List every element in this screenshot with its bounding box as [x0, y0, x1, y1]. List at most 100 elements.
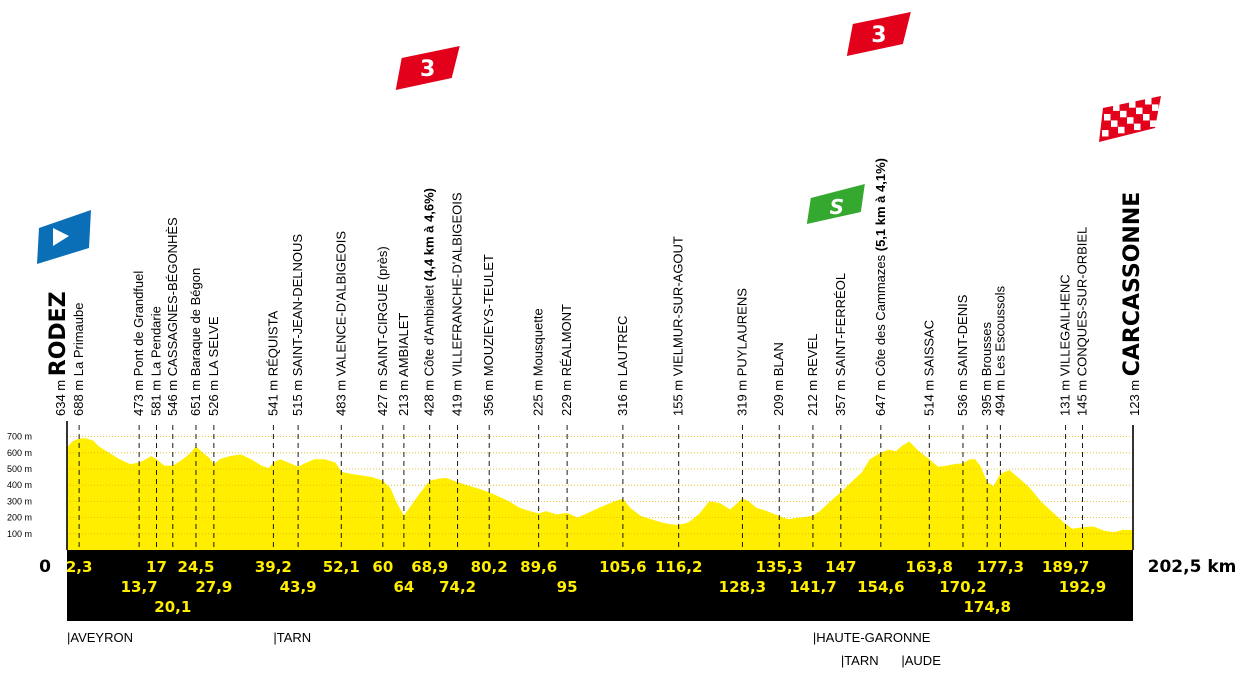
km-marker-label: 43,9	[280, 578, 317, 596]
waypoint-name: RÉALMONT	[559, 304, 574, 376]
checker-square	[1134, 123, 1141, 131]
waypoint-name: VILLEFRANCHE-D'ALBIGEOIS	[450, 192, 465, 376]
km-marker-label: 89,6	[520, 558, 557, 576]
waypoint-label: 419 m VILLEFRANCHE-D'ALBIGEOIS	[450, 192, 465, 416]
waypoint-name: VIELMUR-SUR-AGOUT	[671, 236, 686, 376]
checker-square	[1145, 98, 1152, 105]
waypoint-name: RÉQUISTA	[265, 310, 280, 376]
waypoint-label: 651 m Baraque de Bégon	[188, 268, 203, 416]
waypoint-label: 357 m SAINT-FERRÉOL	[833, 273, 848, 416]
km-band	[67, 550, 1133, 621]
km-marker-label: 52,1	[323, 558, 360, 576]
waypoint-label: 546 m CASSAGNES-BÉGONHÈS	[165, 217, 180, 416]
waypoint-label: 123 m CARCASSONNE	[1120, 192, 1145, 416]
waypoint-altitude: 515 m	[290, 376, 305, 416]
km-marker-label: 2,3	[66, 558, 93, 576]
waypoint-altitude: 319 m	[734, 376, 749, 416]
sprint-label: S	[830, 195, 844, 219]
waypoint-name: REVEL	[805, 334, 820, 377]
checker-square	[1102, 130, 1109, 137]
checker-square	[1111, 120, 1118, 127]
waypoint-label: 483 m VALENCE-D'ALBIGEOIS	[333, 231, 348, 416]
km-marker-label: 135,3	[756, 558, 803, 576]
waypoint-altitude: 213 m	[396, 377, 411, 416]
waypoint-name: VALENCE-D'ALBIGEOIS	[333, 231, 348, 377]
waypoint-name: La Pendarie	[149, 306, 164, 376]
climb-category-badge	[846, 12, 911, 56]
waypoint-altitude: 427 m	[375, 376, 390, 416]
waypoint-name: Les Escoussols	[992, 285, 1007, 376]
region-label: |TARN	[841, 653, 879, 668]
waypoint-altitude: 536 m	[955, 376, 970, 416]
checker-square	[1118, 126, 1125, 134]
km-marker-label: 39,2	[255, 558, 292, 576]
km-marker-label: 74,2	[439, 578, 476, 596]
waypoint-label: 536 m SAINT-DENIS	[955, 294, 970, 416]
waypoint-name: VILLEGAILHENC	[1058, 274, 1073, 376]
profile-area	[67, 438, 1133, 550]
waypoint-altitude: 473 m	[131, 376, 146, 416]
y-tick-label: 600 m	[7, 448, 32, 458]
y-tick-label: 700 m	[7, 432, 32, 442]
waypoint-altitude: 212 m	[805, 376, 820, 416]
waypoint-altitude: 356 m	[481, 376, 496, 416]
waypoint-label: 395 m Brousses	[979, 322, 994, 416]
region-label: |AUDE	[901, 653, 941, 668]
waypoint-altitude: 546 m	[165, 376, 180, 416]
km-marker-label: 17	[146, 558, 167, 576]
waypoint-label: 515 m SAINT-JEAN-DELNOUS	[290, 234, 305, 416]
waypoint-label: 229 m RÉALMONT	[559, 304, 574, 416]
waypoint-altitude: 316 m	[615, 376, 630, 416]
waypoint-altitude: 229 m	[559, 376, 574, 416]
sprint-badge-icon	[806, 184, 865, 224]
waypoint-altitude: 395 m	[979, 376, 994, 416]
waypoint-label: 581 m La Pendarie	[149, 306, 164, 416]
waypoint-label: 473 m Pont de Grandfuel	[131, 271, 146, 416]
waypoint-name: Pont de Grandfuel	[131, 271, 146, 377]
waypoint-label: 209 m BLAN	[771, 342, 786, 416]
checker-square	[1120, 110, 1127, 118]
start-km-label: 0	[39, 557, 51, 577]
waypoint-label: 131 m VILLEGAILHENC	[1058, 274, 1073, 416]
km-marker-label: 170,2	[939, 578, 986, 596]
waypoint-label: 145 m CONQUES-SUR-ORBIEL	[1075, 227, 1090, 416]
checker-square	[1113, 104, 1120, 111]
km-marker-label: 128,3	[719, 578, 766, 596]
y-tick-label: 400 m	[7, 480, 32, 490]
waypoint-label: 647 m Côte des Cammazes (5,1 km à 4,1%)	[873, 158, 888, 416]
km-marker-label: 189,7	[1042, 558, 1089, 576]
waypoint-altitude: 123 m	[1127, 376, 1142, 416]
waypoint-label: 428 m Côte d'Ambialet (4,4 km à 4,6%)	[422, 188, 437, 416]
waypoint-name: AMBIALET	[396, 313, 411, 377]
waypoint-label: 213 m AMBIALET	[396, 313, 411, 416]
waypoint-label: 319 m PUYLAURENS	[734, 288, 749, 416]
waypoint-name: SAINT-JEAN-DELNOUS	[290, 234, 305, 377]
waypoint-altitude: 526 m	[206, 376, 221, 416]
km-marker-label: 163,8	[906, 558, 953, 576]
climb-category-badge	[395, 46, 460, 90]
checker-square	[1150, 120, 1157, 127]
km-marker-label: 105,6	[599, 558, 646, 576]
waypoint-name: PUYLAURENS	[734, 288, 749, 376]
waypoint-label: 155 m VIELMUR-SUR-AGOUT	[671, 236, 686, 416]
checker-square	[1104, 114, 1111, 121]
climb-category-label: 3	[420, 57, 435, 82]
climb-detail: (4,4 km à 4,6%)	[422, 188, 437, 285]
checker-square	[1127, 117, 1134, 124]
checker-square	[1129, 101, 1136, 108]
climb-detail: (5,1 km à 4,1%)	[873, 158, 888, 255]
km-marker-label: 95	[557, 578, 578, 596]
waypoint-altitude: 494 m	[992, 376, 1007, 416]
waypoint-label: 688 m La Primaube	[71, 303, 86, 416]
waypoint-altitude: 483 m	[333, 376, 348, 416]
waypoint-altitude: 647 m	[873, 376, 888, 416]
waypoint-name: CARCASSONNE	[1120, 192, 1145, 377]
waypoint-label: 225 m Mousquette	[531, 308, 546, 416]
waypoint-name: Côte d'Ambialet	[422, 285, 437, 377]
y-tick-label: 500 m	[7, 464, 32, 474]
waypoint-name: RODEZ	[46, 291, 71, 376]
km-marker-label: 147	[825, 558, 856, 576]
checker-square	[1152, 104, 1159, 111]
y-tick-label: 300 m	[7, 496, 32, 506]
